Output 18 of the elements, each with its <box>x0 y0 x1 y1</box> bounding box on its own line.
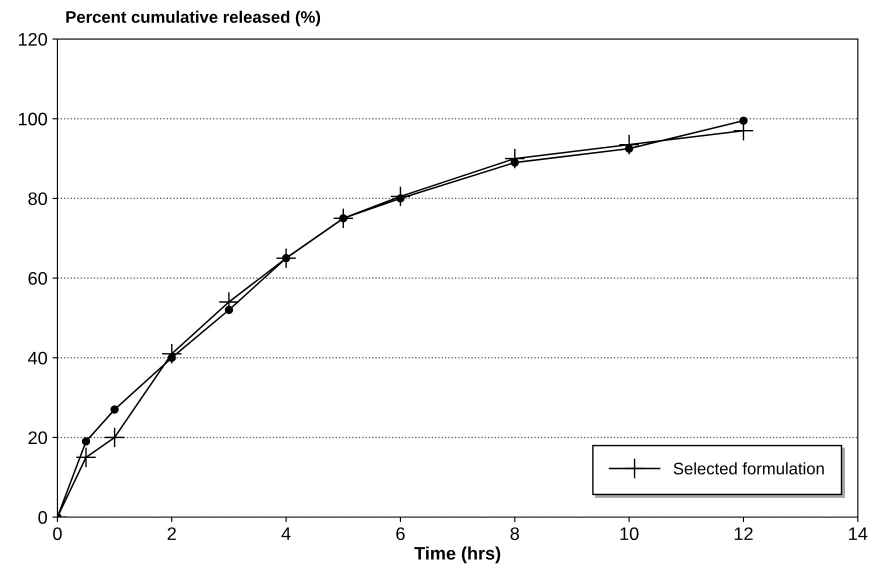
x-tick-label: 0 <box>53 527 62 540</box>
y-tick-label: 80 <box>28 192 47 206</box>
x-tick-label: 8 <box>510 527 520 540</box>
x-tick-label: 14 <box>849 528 868 540</box>
y-tick-label: 40 <box>28 352 47 364</box>
x-axis-title: Time (hrs) <box>414 546 500 564</box>
y-axis-title: Percent cumulative released (%) <box>66 10 320 26</box>
y-tick-label: 100 <box>18 112 47 126</box>
y-tick-label: 20 <box>28 431 47 444</box>
x-tick-label: 2 <box>168 527 176 540</box>
legend-label: Selected formulation <box>674 462 824 474</box>
x-tick-label: 10 <box>620 527 638 540</box>
y-tick-label: 0 <box>38 511 47 524</box>
x-tick-label: 4 <box>282 528 291 540</box>
y-tick-label: 60 <box>28 272 47 285</box>
x-tick-label: 12 <box>734 527 753 540</box>
y-tick-label: 120 <box>18 32 47 46</box>
x-tick-label: 6 <box>396 527 405 540</box>
